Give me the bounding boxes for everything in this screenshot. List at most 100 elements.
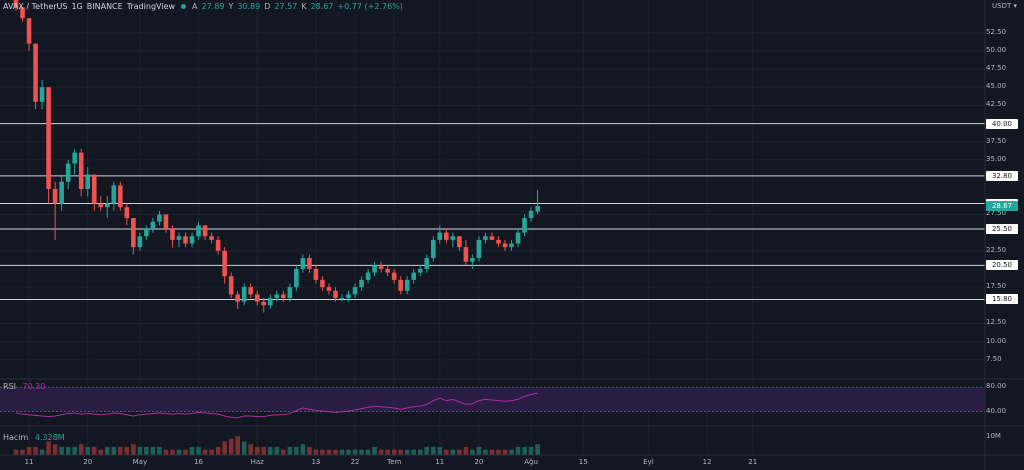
candle-body: [98, 203, 104, 208]
candle-body: [157, 214, 162, 222]
volume-bar: [437, 446, 443, 455]
candle-body: [176, 236, 182, 240]
volume-bar: [281, 449, 286, 455]
time-tick-label: Ağu: [524, 458, 538, 466]
candle-body: [248, 287, 254, 295]
candle-body: [91, 174, 97, 204]
volume-bar: [398, 449, 403, 455]
rsi-tick-label: 80.00: [986, 382, 1007, 391]
price-tick-label: 45.00: [986, 82, 1007, 91]
close-key: K: [301, 2, 307, 11]
candle-body: [307, 258, 312, 269]
volume-bar: [124, 446, 130, 455]
volume-bar: [444, 449, 449, 455]
price-tick-label: 12.50: [986, 318, 1007, 327]
candle-body: [385, 268, 390, 273]
candle-body: [294, 268, 299, 288]
horizontal-level-label[interactable]: 25.50: [986, 223, 1018, 234]
volume-bar: [59, 446, 64, 455]
candle-body: [170, 228, 175, 240]
volume-bar: [274, 446, 280, 455]
candle-body: [163, 214, 169, 229]
currency-unit-label[interactable]: USDT ▾: [992, 2, 1017, 10]
candle-body: [470, 258, 475, 262]
candle-body: [222, 250, 227, 277]
volume-bar: [522, 446, 527, 455]
candle-body: [398, 279, 403, 291]
candle-body: [144, 228, 149, 237]
candle-body: [65, 163, 71, 182]
candle-body: [52, 189, 58, 204]
volume-bar: [137, 446, 143, 455]
candle-body: [300, 258, 306, 269]
volume-bar: [150, 446, 156, 455]
chart-legend: AVAX / TetherUS 1G BINANCE TradingView A…: [3, 2, 403, 11]
horizontal-level-label[interactable]: 40.00: [986, 118, 1018, 129]
candle-body: [359, 279, 364, 288]
candle-body: [372, 265, 377, 273]
volume-bar: [254, 446, 260, 455]
volume-bar: [365, 449, 371, 455]
volume-value: 4.328M: [34, 433, 65, 442]
rsi-value: 70.30: [22, 382, 46, 391]
rsi-label-group: RSI 70.30: [3, 382, 45, 391]
volume-bar: [222, 441, 227, 455]
rsi-line: [15, 392, 538, 419]
candle-body: [215, 239, 221, 251]
candle-body: [326, 287, 332, 291]
volume-bar: [26, 446, 32, 455]
volume-bar: [98, 449, 104, 455]
rsi-pane: [0, 386, 985, 419]
price-tick-label: 42.50: [986, 100, 1007, 109]
candle-body: [365, 272, 371, 280]
candle-body: [78, 152, 84, 189]
volume-bar: [496, 449, 501, 455]
time-tick-label: 20: [83, 458, 93, 466]
volume-bar: [287, 446, 293, 455]
horizontal-level-label[interactable]: 32.80: [986, 170, 1018, 181]
volume-bar: [313, 449, 319, 455]
candle-body: [352, 287, 358, 295]
horizontal-level-label[interactable]: 15.80: [986, 294, 1018, 305]
rsi-tick-label: 40.00: [986, 406, 1007, 415]
volume-bar: [320, 449, 325, 455]
time-tick-label: May: [132, 458, 148, 466]
candle-body: [463, 247, 469, 262]
candle-body: [333, 290, 338, 299]
volume-bar: [483, 449, 488, 455]
open-key: A: [192, 2, 198, 11]
candle-body: [437, 232, 443, 240]
candle-body: [404, 279, 410, 291]
price-tick-label: 17.50: [986, 282, 1007, 291]
candle-body: [528, 210, 534, 219]
candle-body: [417, 268, 423, 273]
volume-label-group: Hacim 4.328M: [3, 433, 65, 442]
candle-body: [502, 243, 508, 248]
candle-body: [476, 239, 482, 259]
volume-bar: [235, 436, 240, 455]
volume-bar: [326, 449, 332, 455]
volume-bar: [404, 449, 410, 455]
candle-body: [378, 265, 384, 269]
time-tick-label: 22: [350, 458, 360, 466]
volume-bar: [359, 449, 364, 455]
horizontal-level-label[interactable]: 20.50: [986, 260, 1018, 271]
volume-bar: [176, 449, 182, 455]
time-tick-label: 11: [435, 458, 445, 466]
volume-bar: [189, 446, 195, 455]
change-value: +0.77 (+2.76%): [337, 2, 403, 11]
high-key: Y: [228, 2, 234, 11]
interval-label[interactable]: 1G: [71, 2, 83, 11]
grid: [0, 0, 985, 455]
volume-bar: [457, 449, 462, 455]
high-value: 30.89: [237, 2, 261, 11]
volume-bar: [85, 446, 91, 455]
volume-bar: [411, 449, 417, 455]
candle-body: [150, 221, 156, 229]
time-tick-label: 13: [311, 458, 321, 466]
symbol-label[interactable]: AVAX / TetherUS: [3, 2, 68, 11]
candle-body: [515, 232, 521, 244]
time-tick-label: 11: [24, 458, 34, 466]
